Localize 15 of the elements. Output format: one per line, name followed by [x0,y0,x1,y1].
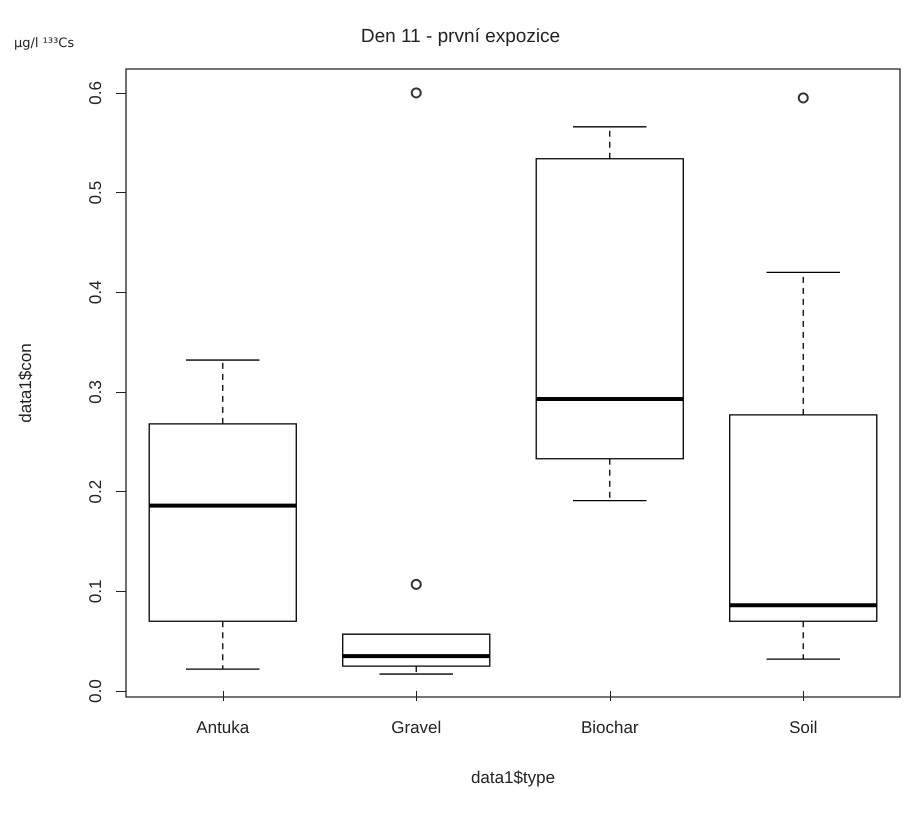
y-tick-label: 0.5 [86,180,105,204]
y-tick-label: 0.4 [86,280,105,304]
y-tick-label: 0.0 [86,679,105,703]
x-tick-label: Gravel [391,718,442,737]
x-tick-label: Biochar [580,718,639,737]
x-tick-label: Antuka [196,718,250,737]
y-tick-label: 0.6 [86,81,105,105]
y-tick-label: 0.2 [86,480,105,504]
x-axis-title: data1$type [470,768,556,787]
x-tick-label: Soil [789,718,818,737]
chart-title: Den 11 - první expozice [360,26,560,47]
y-tick-label: 0.3 [86,380,105,404]
text: μg/l ¹³³Cs [14,36,74,51]
y-tick-label: 0.1 [86,580,105,604]
y-axis-title: data1$con [16,343,35,423]
